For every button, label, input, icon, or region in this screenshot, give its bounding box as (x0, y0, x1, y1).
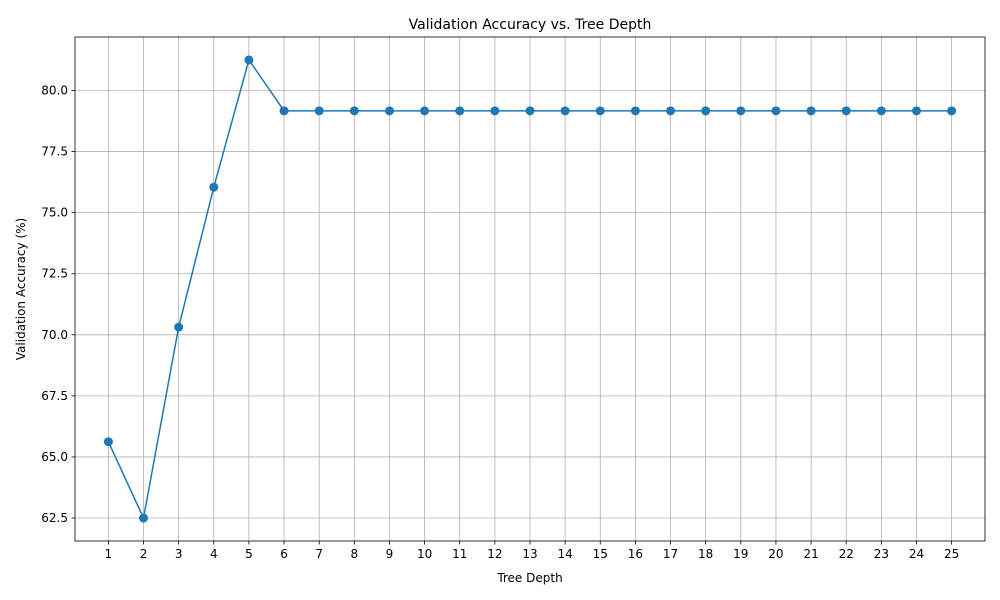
x-tick-label: 14 (557, 547, 572, 561)
data-point (560, 106, 570, 116)
y-axis-ticks: 62.5 65.0 67.5 70.0 72.5 75.0 77.5 80.0 (41, 84, 75, 525)
y-tick-label: 72.5 (41, 267, 68, 281)
grid-lines (75, 37, 985, 541)
data-point (806, 106, 816, 116)
x-tick-label: 19 (733, 547, 748, 561)
data-point (911, 106, 921, 116)
data-point (174, 322, 184, 332)
x-tick-label: 12 (487, 547, 502, 561)
data-point (279, 106, 289, 116)
y-axis-label: Validation Accuracy (%) (14, 218, 28, 360)
data-point (736, 106, 746, 116)
y-tick-label: 80.0 (41, 84, 68, 98)
data-point (455, 106, 465, 116)
x-tick-label: 20 (768, 547, 783, 561)
y-tick-label: 67.5 (41, 389, 68, 403)
x-tick-label: 8 (351, 547, 359, 561)
x-tick-label: 23 (874, 547, 889, 561)
x-tick-label: 18 (698, 547, 713, 561)
data-point (244, 55, 254, 65)
x-tick-label: 7 (315, 547, 323, 561)
data-point (876, 106, 886, 116)
data-point (314, 106, 324, 116)
data-point (525, 106, 535, 116)
x-axis-ticks: 1 2 3 4 5 6 7 8 9 10 11 12 13 14 15 16 17 18 19 20 21 22 23 24 2… (105, 541, 959, 561)
data-markers (103, 55, 957, 523)
data-point (841, 106, 851, 116)
chart-title: Validation Accuracy vs. Tree Depth (409, 17, 652, 33)
y-tick-label: 75.0 (41, 206, 68, 220)
y-tick-label: 70.0 (41, 328, 68, 342)
x-tick-label: 22 (839, 547, 854, 561)
x-tick-label: 13 (522, 547, 537, 561)
y-tick-label: 77.5 (41, 145, 68, 159)
x-tick-label: 5 (245, 547, 253, 561)
x-tick-label: 24 (909, 547, 924, 561)
data-point (349, 106, 359, 116)
data-point (666, 106, 676, 116)
x-tick-label: 10 (417, 547, 432, 561)
x-tick-label: 11 (452, 547, 467, 561)
x-tick-label: 3 (175, 547, 183, 561)
x-tick-label: 2 (140, 547, 148, 561)
data-point (384, 106, 394, 116)
data-point (771, 106, 781, 116)
data-point (701, 106, 711, 116)
data-point (947, 106, 957, 116)
y-tick-label: 65.0 (41, 450, 68, 464)
data-point (139, 513, 149, 523)
data-point (103, 437, 113, 447)
x-tick-label: 21 (803, 547, 818, 561)
x-tick-label: 17 (663, 547, 678, 561)
x-tick-label: 15 (593, 547, 608, 561)
data-point (630, 106, 640, 116)
x-tick-label: 6 (280, 547, 288, 561)
data-point (420, 106, 430, 116)
x-tick-label: 16 (628, 547, 643, 561)
x-tick-label: 25 (944, 547, 959, 561)
x-axis-label: Tree Depth (496, 571, 562, 585)
data-point (490, 106, 500, 116)
y-tick-label: 62.5 (41, 511, 68, 525)
x-tick-label: 1 (105, 547, 113, 561)
data-point (595, 106, 605, 116)
x-tick-label: 9 (386, 547, 394, 561)
x-tick-label: 4 (210, 547, 218, 561)
data-point (209, 182, 219, 192)
